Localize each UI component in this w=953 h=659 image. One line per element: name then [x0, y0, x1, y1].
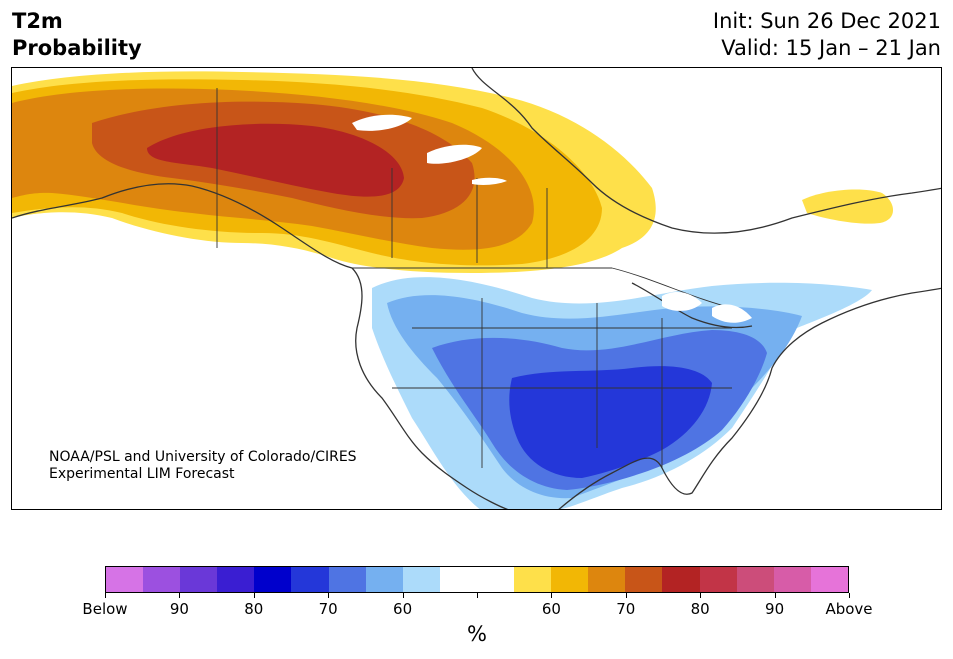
- political-borders: [216, 88, 733, 468]
- colorbar-tick-mark: [477, 593, 478, 598]
- colorbar-swatch: [810, 567, 848, 592]
- map-credit: NOAA/PSL and University of Colorado/CIRE…: [49, 449, 357, 483]
- colorbar-swatch: [736, 567, 774, 592]
- colorbar-tick-mark: [402, 593, 404, 598]
- colorbar-swatch: [699, 567, 737, 592]
- cold-prob-80-90: [509, 366, 712, 478]
- colorbar-swatch: [476, 567, 515, 592]
- colorbar-swatch: [328, 567, 366, 592]
- colorbar-swatch: [254, 567, 292, 592]
- colorbar-swatch: [588, 567, 626, 592]
- colorbar-tick-label: 90: [765, 600, 785, 618]
- probability-colorbar: [105, 566, 849, 593]
- warm-prob-northeast: [802, 189, 894, 224]
- title-quantity: Probability: [12, 36, 142, 60]
- title-variable: T2m: [12, 9, 63, 33]
- colorbar-tick-label: 80: [690, 600, 710, 618]
- colorbar-swatch: [625, 567, 663, 592]
- colorbar-tick-label: Below: [82, 600, 128, 618]
- colorbar-swatch: [402, 567, 440, 592]
- colorbar-tick-mark: [700, 593, 702, 598]
- colorbar-swatch: [143, 567, 181, 592]
- colorbar-swatch: [514, 567, 552, 592]
- great-lakes: [662, 292, 752, 323]
- colorbar-tick-mark: [253, 593, 255, 598]
- colorbar-tick-label: 70: [616, 600, 636, 618]
- hudson-area-lakes: [352, 114, 507, 185]
- colorbar-swatch: [365, 567, 403, 592]
- colorbar-swatch: [439, 567, 477, 592]
- map-title: T2m Probability: [12, 8, 142, 62]
- map-canvas: [12, 68, 941, 509]
- colorbar-swatch: [106, 567, 144, 592]
- colorbar-swatch: [291, 567, 329, 592]
- colorbar-tick-mark: [774, 593, 776, 598]
- colorbar-swatch: [773, 567, 811, 592]
- colorbar-tick-mark: [551, 593, 553, 598]
- colorbar-unit: %: [467, 622, 487, 646]
- valid-range: Valid: 15 Jan – 21 Jan: [721, 36, 941, 60]
- colorbar-tick-label: 60: [541, 600, 561, 618]
- coastlines: [12, 68, 941, 509]
- colorbar-swatch: [551, 567, 589, 592]
- colorbar-swatch: [662, 567, 700, 592]
- colorbar-tick-mark: [849, 593, 850, 598]
- colorbar-tick-mark: [105, 593, 106, 598]
- colorbar-tick-label: 80: [244, 600, 264, 618]
- colorbar-tick-label: 60: [393, 600, 413, 618]
- init-date: Init: Sun 26 Dec 2021: [712, 9, 941, 33]
- colorbar-tick-mark: [625, 593, 627, 598]
- colorbar-swatch: [180, 567, 218, 592]
- colorbar-tick-mark: [328, 593, 330, 598]
- credit-line-2: Experimental LIM Forecast: [49, 466, 235, 482]
- probability-map: [11, 67, 942, 510]
- colorbar-swatch: [217, 567, 255, 592]
- colorbar-tick-label: 70: [318, 600, 338, 618]
- colorbar-tick-label: Above: [825, 600, 873, 618]
- credit-line-1: NOAA/PSL and University of Colorado/CIRE…: [49, 449, 357, 465]
- colorbar-tick-label: 90: [169, 600, 189, 618]
- colorbar-tick-mark: [179, 593, 181, 598]
- forecast-dates: Init: Sun 26 Dec 2021 Valid: 15 Jan – 21…: [713, 8, 941, 62]
- warm-prob-90-plus: [147, 123, 404, 197]
